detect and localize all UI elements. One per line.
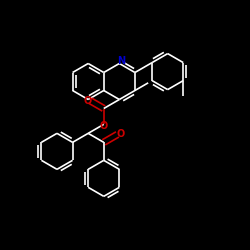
Text: O: O: [100, 121, 108, 131]
Text: N: N: [117, 56, 126, 66]
Text: O: O: [84, 96, 92, 106]
Text: O: O: [116, 130, 124, 140]
